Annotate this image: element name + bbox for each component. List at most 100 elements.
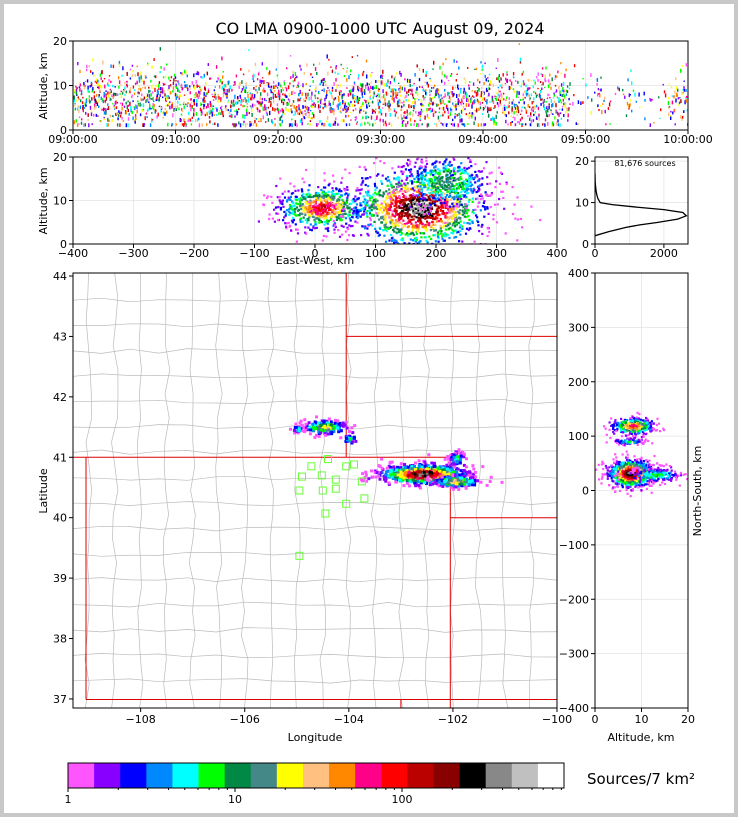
time-altitude-source (467, 114, 469, 117)
time-altitude-source (566, 90, 569, 93)
east-west-source (383, 200, 386, 203)
time-altitude-source (208, 115, 211, 119)
time-altitude-source (78, 98, 80, 101)
east-west-source (442, 180, 445, 183)
east-west-source (344, 230, 347, 233)
east-west-source (402, 219, 405, 222)
time-altitude-source (297, 85, 300, 88)
east-west-source (331, 196, 334, 199)
east-west-source (409, 196, 412, 200)
time-altitude-source (519, 123, 521, 125)
time-altitude-source (276, 74, 279, 77)
time-altitude-source (294, 110, 296, 115)
east-west-source (391, 221, 394, 224)
time-altitude-source (162, 90, 164, 94)
east-west-source (396, 185, 399, 188)
time-altitude-source (532, 119, 535, 122)
east-west-source (448, 207, 452, 210)
time-altitude-source (138, 79, 141, 83)
time-altitude-source (380, 110, 382, 114)
east-west-source (415, 224, 418, 227)
time-altitude-source (129, 77, 132, 80)
east-west-source (445, 173, 448, 176)
time-altitude-source (599, 105, 602, 107)
east-west-source (307, 189, 310, 192)
time-altitude-source (116, 123, 119, 127)
county-line (84, 273, 93, 708)
time-altitude-source (428, 108, 430, 111)
time-altitude-source (426, 108, 428, 112)
east-west-source (458, 226, 462, 229)
time-altitude-source (488, 113, 490, 118)
time-altitude-source (634, 92, 636, 97)
east-west-source (402, 261, 404, 263)
east-west-source (351, 247, 353, 249)
east-west-source (419, 197, 422, 200)
time-altitude-source (190, 108, 192, 112)
time-altitude-source (540, 73, 542, 75)
time-altitude-source (404, 116, 406, 119)
east-west-source (474, 181, 477, 184)
east-west-source (469, 227, 472, 230)
east-west-source (449, 172, 452, 175)
time-altitude-source (560, 62, 562, 65)
time-altitude-source (79, 83, 82, 87)
time-altitude-source (277, 95, 279, 98)
east-west-source (327, 220, 330, 223)
time-altitude-source (289, 94, 291, 96)
time-altitude-source (206, 123, 208, 126)
time-altitude-source (473, 100, 475, 105)
time-altitude-source (284, 113, 286, 115)
time-altitude-source (259, 101, 261, 105)
time-altitude-source (629, 94, 631, 96)
time-altitude-source (538, 116, 540, 121)
east-west-source (293, 185, 296, 188)
time-altitude-source (403, 112, 405, 114)
time-altitude-source (456, 60, 458, 63)
time-altitude-source (532, 106, 534, 109)
time-altitude-source (220, 112, 222, 115)
east-west-source (359, 188, 362, 192)
east-west-source (332, 224, 335, 227)
east-west-source (490, 192, 493, 195)
east-west-source (341, 201, 344, 204)
time-altitude-source (547, 79, 550, 83)
time-altitude-source (675, 77, 677, 81)
east-west-source (408, 248, 410, 250)
time-altitude-source (343, 94, 345, 97)
time-altitude-source (140, 87, 142, 92)
east-west-source (425, 228, 428, 231)
east-west-source (276, 219, 280, 222)
time-altitude-source (142, 103, 145, 108)
time-altitude-source (260, 92, 262, 96)
time-altitude-source (585, 83, 587, 87)
east-west-source (418, 203, 421, 206)
time-altitude-source (121, 102, 124, 106)
time-altitude-source (483, 123, 485, 127)
time-altitude-source (140, 71, 142, 75)
east-west-source (424, 197, 427, 200)
east-west-source (459, 149, 461, 151)
time-altitude-source (622, 93, 625, 96)
time-altitude-source (419, 119, 421, 122)
east-west-source (456, 170, 459, 173)
east-west-source (329, 208, 332, 211)
east-west-source (402, 199, 405, 202)
time-altitude-source (185, 103, 187, 106)
time-altitude-source (500, 77, 502, 81)
east-west-source (425, 198, 429, 201)
time-altitude-source (278, 110, 280, 114)
east-west-source (402, 201, 405, 204)
time-altitude-source (563, 89, 565, 93)
time-altitude-source (521, 109, 523, 113)
time-altitude-source (437, 103, 440, 107)
time-altitude-source (267, 106, 269, 109)
east-west-source (455, 223, 459, 226)
time-altitude-source (604, 109, 606, 114)
time-altitude-source (209, 112, 211, 115)
east-west-source (415, 226, 418, 229)
east-west-source (325, 219, 329, 222)
east-west-source (341, 233, 344, 236)
time-altitude-source (295, 76, 297, 79)
east-west-source (398, 176, 401, 179)
